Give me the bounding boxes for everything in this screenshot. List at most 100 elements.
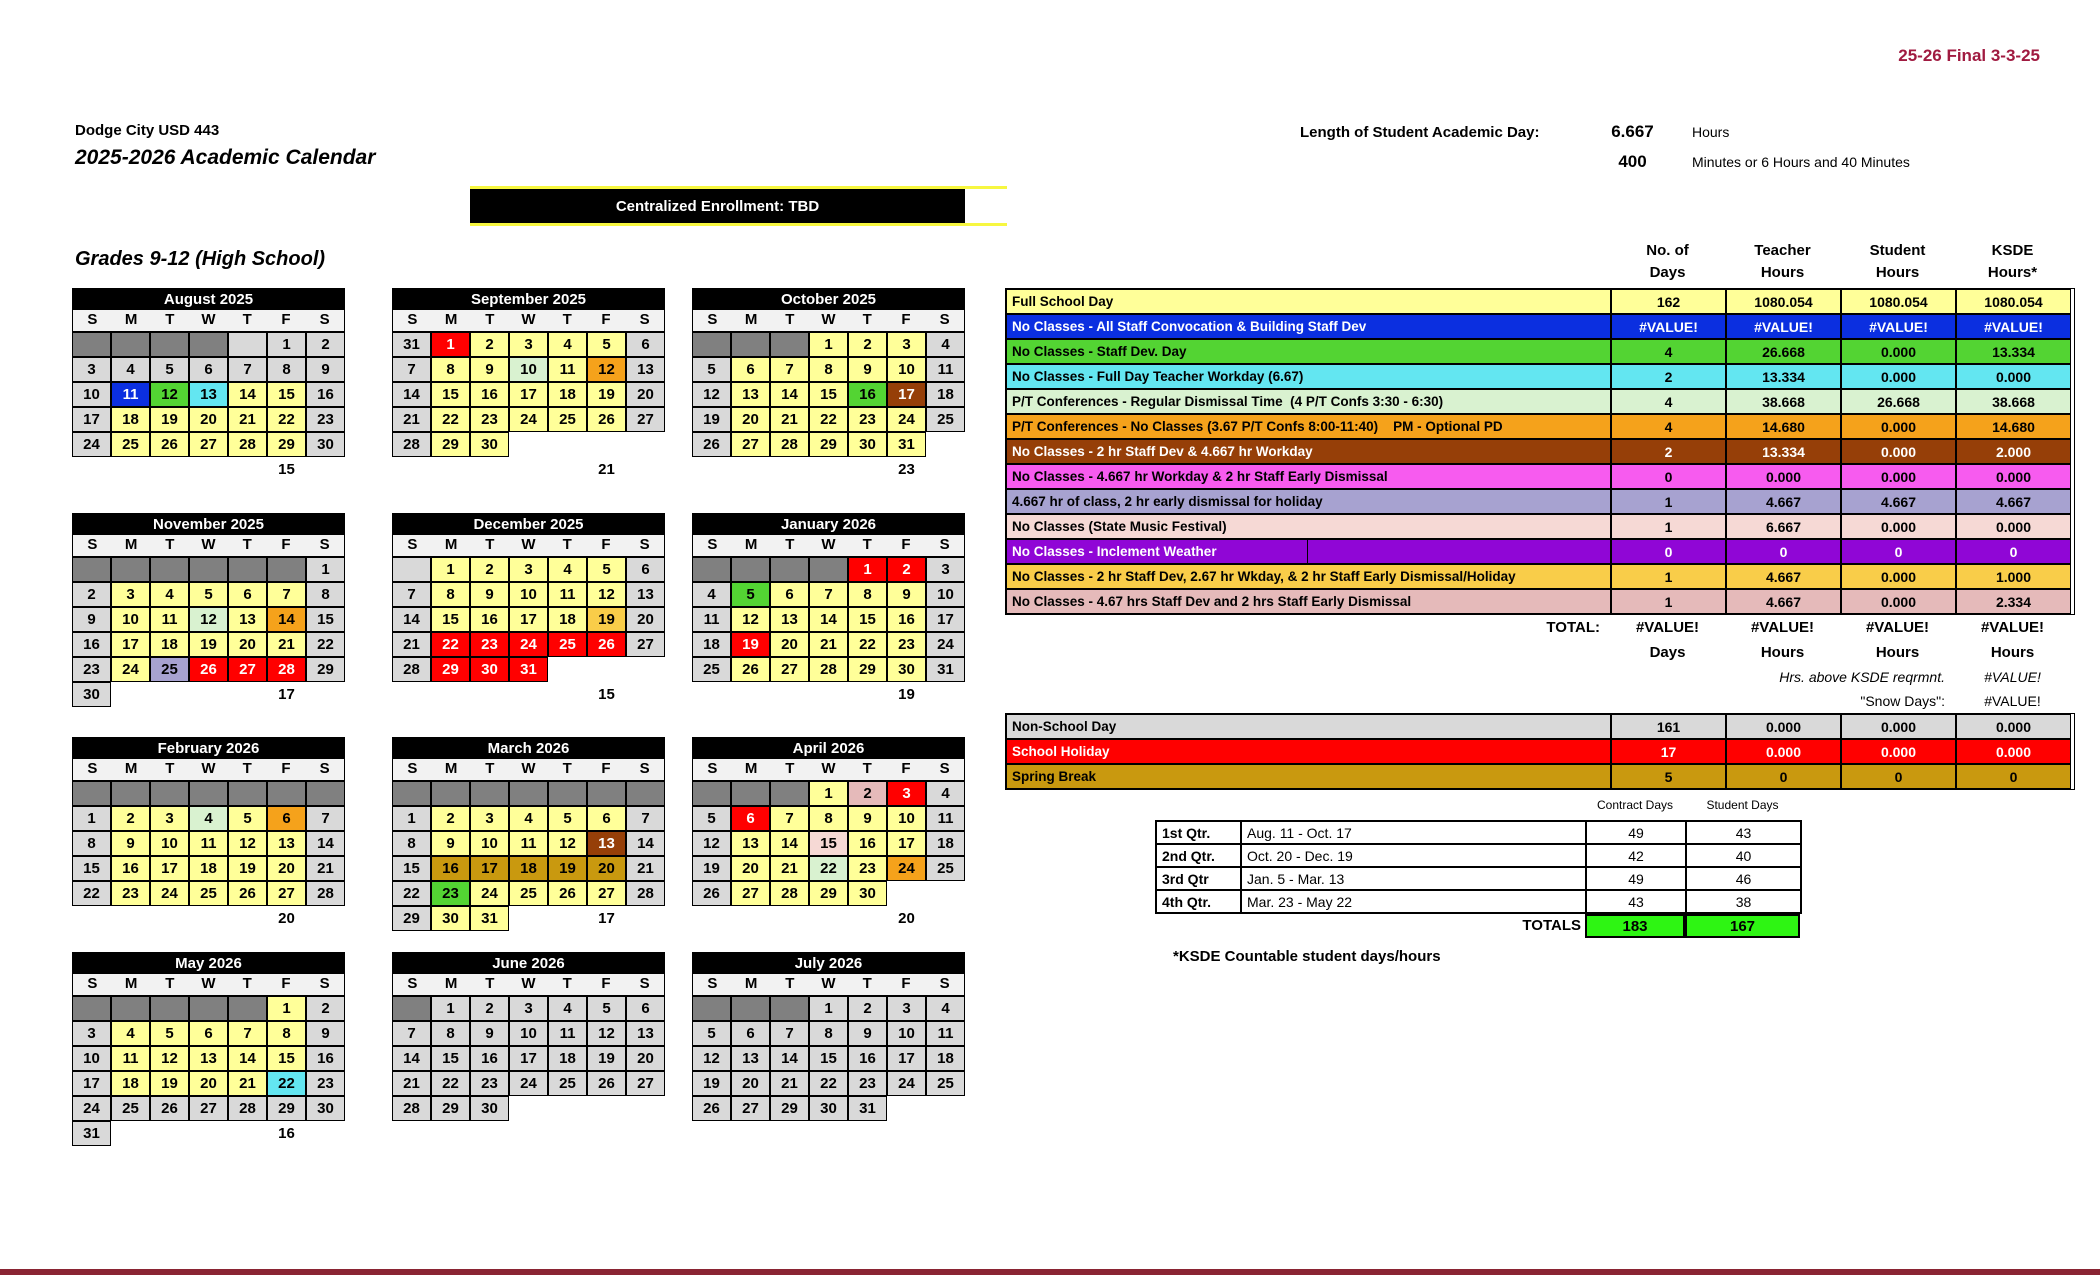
calendar-day-cell[interactable]: 18 bbox=[926, 831, 965, 856]
legend-value-cell[interactable]: 1.000 bbox=[1956, 564, 2071, 589]
calendar-day-cell[interactable]: 18 bbox=[548, 1046, 587, 1071]
legend-value-cell[interactable]: 1080.054 bbox=[1841, 289, 1956, 314]
calendar-day-cell[interactable]: 30 bbox=[470, 432, 509, 457]
calendar-day-cell[interactable]: 3 bbox=[926, 557, 965, 582]
calendar-day-cell[interactable]: 6 bbox=[189, 357, 228, 382]
legend-category-label[interactable]: No Classes - 2 hr Staff Dev, 2.67 hr Wkd… bbox=[1006, 564, 1611, 589]
calendar-day-cell[interactable]: 8 bbox=[431, 1021, 470, 1046]
student-days-count[interactable]: 17 bbox=[278, 686, 295, 703]
legend-value-cell[interactable]: 0.000 bbox=[1841, 414, 1956, 439]
calendar-day-cell[interactable]: 3 bbox=[72, 1021, 111, 1046]
calendar-day-cell[interactable]: 6 bbox=[731, 1021, 770, 1046]
calendar-day-cell[interactable]: 12 bbox=[548, 831, 587, 856]
legend-value-cell[interactable]: 0 bbox=[1726, 539, 1841, 564]
calendar-day-cell[interactable]: 23 bbox=[306, 1071, 345, 1096]
legend-value-cell[interactable]: 13.334 bbox=[1956, 339, 2071, 364]
quarter-label-cell[interactable]: 4th Qtr. bbox=[1156, 890, 1241, 913]
student-days-count[interactable]: 15 bbox=[278, 461, 295, 478]
calendar-day-cell[interactable]: 29 bbox=[431, 657, 470, 682]
calendar-day-cell[interactable]: 6 bbox=[228, 582, 267, 607]
legend-value-cell[interactable]: 2 bbox=[1611, 439, 1726, 464]
calendar-day-cell[interactable]: 21 bbox=[267, 632, 306, 657]
calendar-day-cell[interactable]: 31 bbox=[509, 657, 548, 682]
legend-category-label[interactable]: No Classes - 4.67 hrs Staff Dev and 2 hr… bbox=[1006, 589, 1611, 614]
calendar-day-cell[interactable]: 5 bbox=[189, 582, 228, 607]
legend-value-cell[interactable]: 0.000 bbox=[1956, 514, 2071, 539]
calendar-day-cell[interactable]: 10 bbox=[72, 1046, 111, 1071]
calendar-day-cell[interactable]: 9 bbox=[848, 1021, 887, 1046]
calendar-day-cell[interactable]: 3 bbox=[509, 332, 548, 357]
calendar-day-cell[interactable]: 24 bbox=[926, 632, 965, 657]
calendar-day-cell[interactable]: 28 bbox=[770, 881, 809, 906]
calendar-day-cell[interactable]: 26 bbox=[150, 432, 189, 457]
calendar-day-cell[interactable]: 23 bbox=[72, 657, 111, 682]
calendar-day-cell[interactable]: 8 bbox=[809, 357, 848, 382]
calendar-day-cell[interactable]: 30 bbox=[470, 1096, 509, 1121]
calendar-day-cell[interactable]: 14 bbox=[392, 382, 431, 407]
calendar-day-cell[interactable]: 26 bbox=[189, 657, 228, 682]
calendar-day-cell[interactable]: 2 bbox=[848, 996, 887, 1021]
calendar-day-cell[interactable]: 19 bbox=[692, 856, 731, 881]
calendar-day-cell[interactable]: 29 bbox=[770, 1096, 809, 1121]
calendar-day-cell[interactable]: 20 bbox=[626, 382, 665, 407]
calendar-day-cell[interactable]: 25 bbox=[548, 632, 587, 657]
calendar-day-cell[interactable]: 16 bbox=[470, 1046, 509, 1071]
calendar-day-cell[interactable]: 22 bbox=[431, 632, 470, 657]
calendar-day-cell[interactable]: 2 bbox=[306, 996, 345, 1021]
calendar-day-cell[interactable]: 14 bbox=[392, 607, 431, 632]
calendar-day-cell[interactable]: 28 bbox=[392, 432, 431, 457]
calendar-day-cell[interactable]: 31 bbox=[470, 906, 509, 931]
calendar-day-cell[interactable]: 22 bbox=[431, 1071, 470, 1096]
legend-value-cell[interactable]: 2.334 bbox=[1956, 589, 2071, 614]
calendar-day-cell[interactable]: 19 bbox=[587, 1046, 626, 1071]
calendar-day-cell[interactable]: 14 bbox=[809, 607, 848, 632]
calendar-day-cell[interactable]: 16 bbox=[306, 1046, 345, 1071]
calendar-day-cell[interactable]: 18 bbox=[111, 407, 150, 432]
legend-value-cell[interactable]: 14.680 bbox=[1956, 414, 2071, 439]
calendar-day-cell[interactable]: 17 bbox=[887, 1046, 926, 1071]
legend-value-cell[interactable]: 1 bbox=[1611, 514, 1726, 539]
student-days-count[interactable]: 19 bbox=[898, 686, 915, 703]
legend-value-cell[interactable]: 17 bbox=[1611, 739, 1726, 764]
calendar-day-cell[interactable]: 24 bbox=[509, 632, 548, 657]
calendar-day-cell[interactable]: 1 bbox=[306, 557, 345, 582]
calendar-day-cell[interactable]: 9 bbox=[306, 357, 345, 382]
calendar-day-cell[interactable]: 13 bbox=[587, 831, 626, 856]
calendar-day-cell[interactable]: 2 bbox=[431, 806, 470, 831]
calendar-day-cell[interactable]: 12 bbox=[587, 357, 626, 382]
calendar-day-cell[interactable]: 22 bbox=[392, 881, 431, 906]
calendar-day-cell[interactable]: 7 bbox=[392, 582, 431, 607]
calendar-day-cell[interactable]: 19 bbox=[189, 632, 228, 657]
calendar-day-cell[interactable]: 16 bbox=[470, 607, 509, 632]
total-value-cell[interactable]: #VALUE! bbox=[1750, 619, 1815, 636]
calendar-day-cell[interactable]: 27 bbox=[626, 407, 665, 432]
calendar-day-cell[interactable]: 16 bbox=[306, 382, 345, 407]
calendar-day-cell[interactable]: 22 bbox=[267, 1071, 306, 1096]
calendar-day-cell[interactable]: 13 bbox=[770, 607, 809, 632]
student-days-count[interactable]: 20 bbox=[898, 910, 915, 927]
calendar-day-cell[interactable]: 15 bbox=[392, 856, 431, 881]
calendar-day-cell[interactable]: 20 bbox=[228, 632, 267, 657]
calendar-day-cell[interactable]: 14 bbox=[306, 831, 345, 856]
calendar-day-cell[interactable]: 18 bbox=[150, 632, 189, 657]
calendar-day-cell[interactable]: 11 bbox=[926, 806, 965, 831]
calendar-day-cell[interactable]: 24 bbox=[72, 432, 111, 457]
legend-value-cell[interactable]: 0.000 bbox=[1841, 589, 1956, 614]
calendar-day-cell[interactable]: 5 bbox=[150, 357, 189, 382]
calendar-day-cell[interactable]: 8 bbox=[431, 357, 470, 382]
calendar-day-cell[interactable]: 18 bbox=[509, 856, 548, 881]
calendar-day-cell[interactable]: 27 bbox=[731, 881, 770, 906]
calendar-day-cell[interactable]: 10 bbox=[926, 582, 965, 607]
calendar-day-cell[interactable]: 16 bbox=[111, 856, 150, 881]
calendar-day-cell[interactable]: 27 bbox=[267, 881, 306, 906]
calendar-day-cell[interactable]: 6 bbox=[731, 806, 770, 831]
legend-value-cell[interactable]: #VALUE! bbox=[1841, 314, 1956, 339]
calendar-day-cell[interactable]: 2 bbox=[848, 781, 887, 806]
calendar-day-cell[interactable]: 27 bbox=[626, 1071, 665, 1096]
legend-value-cell[interactable]: 4.667 bbox=[1956, 489, 2071, 514]
calendar-day-cell[interactable]: 5 bbox=[731, 582, 770, 607]
calendar-day-cell[interactable]: 2 bbox=[887, 557, 926, 582]
calendar-day-cell[interactable]: 10 bbox=[509, 582, 548, 607]
calendar-day-cell[interactable]: 18 bbox=[692, 632, 731, 657]
calendar-day-cell[interactable]: 28 bbox=[306, 881, 345, 906]
